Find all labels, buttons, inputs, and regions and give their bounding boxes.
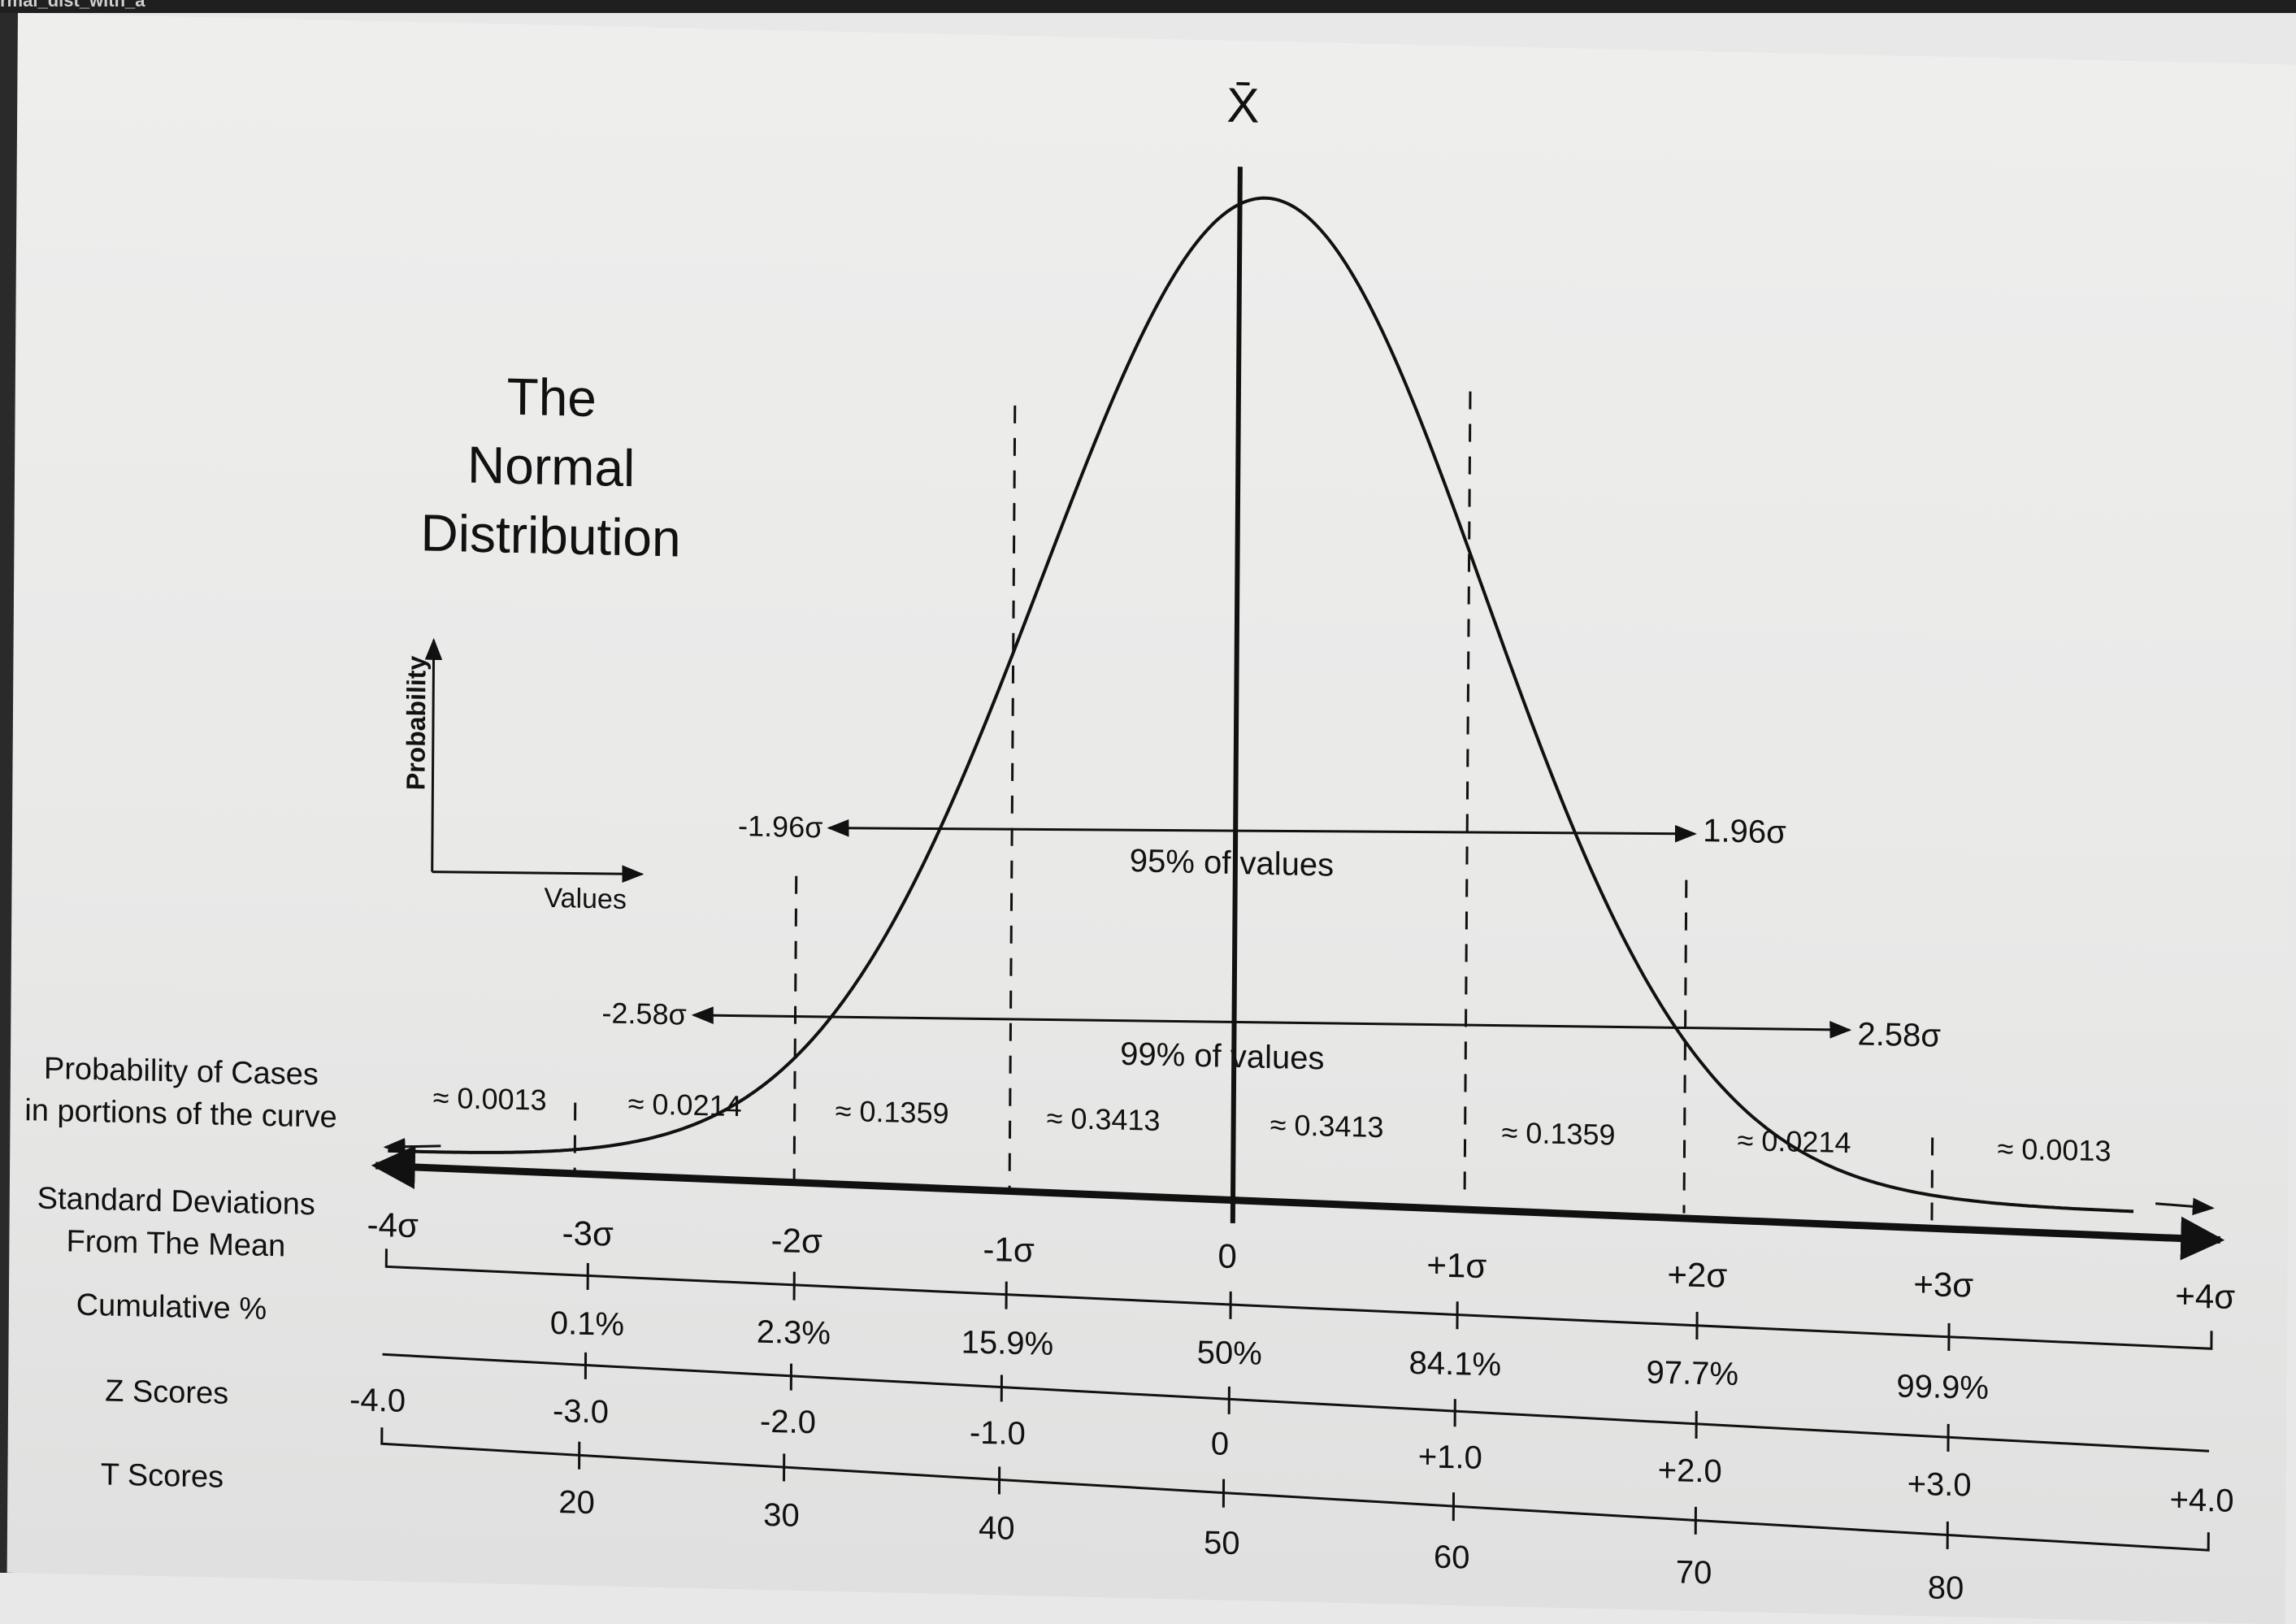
screen-area: X̄ The Normal Distribution Probability V… xyxy=(7,13,2296,1624)
portion-8: ≈ 0.0013 xyxy=(1997,1131,2111,1167)
prob-label-line-2: in portions of the curve xyxy=(24,1093,337,1135)
portion-1: ≈ 0.0013 xyxy=(433,1081,547,1117)
dashed-line-minus1 xyxy=(1009,406,1015,1194)
tail-arrow-right xyxy=(2155,1204,2212,1209)
cumulative-2: 2.3% xyxy=(757,1314,831,1352)
cumulative-1: 0.1% xyxy=(550,1305,624,1343)
z-value-6: +1.0 xyxy=(1418,1439,1482,1476)
sd-label-line-2: From The Mean xyxy=(67,1224,286,1263)
sigma-label-p2: +2σ xyxy=(1667,1255,1727,1295)
sigma-label-m1: -1σ xyxy=(983,1230,1035,1269)
sigma-label-p1: +1σ xyxy=(1426,1245,1487,1285)
dashed-line-plus2 xyxy=(1684,880,1686,1214)
dashed-line-minus2 xyxy=(794,876,796,1185)
portion-7: ≈ 0.0214 xyxy=(1737,1123,1851,1159)
inset-x-axis xyxy=(432,870,642,877)
t-value-3: 40 xyxy=(979,1510,1015,1547)
sigma-labels: -4σ -3σ -2σ -1σ 0 +1σ +2σ +3σ +4σ xyxy=(367,1205,2235,1316)
portion-3: ≈ 0.1359 xyxy=(836,1094,949,1130)
mean-symbol: X̄ xyxy=(1226,78,1259,133)
sigma-label-m4: -4σ xyxy=(367,1205,419,1244)
inset-x-label: Values xyxy=(544,883,627,915)
t-scores-label: T Scores xyxy=(101,1457,224,1494)
interval-99-left-label: -2.58σ xyxy=(601,996,687,1031)
monitor-bezel-top: rmal_dist_with_a xyxy=(0,0,2296,13)
z-value-2: -3.0 xyxy=(553,1393,609,1431)
cumulative-7: 99.9% xyxy=(1896,1368,1989,1406)
interval-99-right-label: 2.58σ xyxy=(1857,1016,1941,1053)
title-line-1: The xyxy=(506,367,597,428)
prob-label-line-1: Probability of Cases xyxy=(44,1052,319,1092)
z-value-7: +2.0 xyxy=(1658,1452,1722,1490)
portion-labels: ≈ 0.0013 ≈ 0.0214 ≈ 0.1359 ≈ 0.3413 ≈ 0.… xyxy=(432,1081,2111,1168)
interval-95-left-label: -1.96σ xyxy=(738,809,823,844)
window-tab-title: rmal_dist_with_a xyxy=(0,0,145,11)
portion-2: ≈ 0.0214 xyxy=(628,1087,742,1122)
sd-label-line-1: Standard Deviations xyxy=(37,1182,315,1222)
cumulative-label: Cumulative % xyxy=(76,1288,267,1327)
z-value-8: +3.0 xyxy=(1908,1466,1972,1504)
t-value-4: 50 xyxy=(1204,1525,1240,1561)
z-value-4: -1.0 xyxy=(970,1415,1026,1452)
dashed-line-plus3 xyxy=(1932,1137,1933,1227)
inset-y-label: Probability xyxy=(401,655,431,790)
portion-4: ≈ 0.3413 xyxy=(1047,1101,1161,1137)
sigma-label-0: 0 xyxy=(1217,1237,1237,1276)
interval-95-label: 95% of values xyxy=(1130,843,1335,884)
z-value-9: +4.0 xyxy=(2169,1482,2233,1519)
normal-distribution-diagram: X̄ The Normal Distribution Probability V… xyxy=(7,13,2296,1624)
title-line-2: Normal xyxy=(467,436,636,498)
t-value-1: 20 xyxy=(558,1484,595,1521)
z-value-1: -4.0 xyxy=(349,1382,406,1419)
portion-6: ≈ 0.1359 xyxy=(1501,1115,1615,1151)
title-line-3: Distribution xyxy=(420,503,681,567)
row-labels: Probability of Cases in portions of the … xyxy=(22,1051,337,1497)
interval-95: -1.96σ 1.96σ 95% of values xyxy=(738,791,1786,893)
interval-95-right-label: 1.96σ xyxy=(1703,813,1786,850)
interval-99-arrow xyxy=(694,1004,1850,1041)
interval-95-arrow xyxy=(829,814,1695,848)
sigma-label-p3: +3σ xyxy=(1913,1265,1973,1305)
cumulative-6: 97.7% xyxy=(1646,1355,1738,1393)
t-value-7: 80 xyxy=(1928,1570,1964,1606)
interval-99: -2.58σ 2.58σ 99% of values xyxy=(601,988,1941,1090)
cumulative-values: 0.1% 2.3% 15.9% 50% 84.1% 97.7% 99.9% xyxy=(549,1305,1989,1406)
sigma-label-p4: +4σ xyxy=(2175,1276,2235,1316)
z-value-3: -2.0 xyxy=(760,1404,816,1441)
sigma-label-m2: -2σ xyxy=(770,1221,822,1260)
cumulative-4: 50% xyxy=(1197,1335,1262,1372)
cumulative-3: 15.9% xyxy=(961,1324,1054,1362)
title-block: The Normal Distribution xyxy=(420,365,682,567)
inset-axes: Probability Values xyxy=(400,640,643,916)
interval-99-label: 99% of values xyxy=(1120,1036,1325,1077)
z-value-5: 0 xyxy=(1211,1426,1230,1461)
t-value-2: 30 xyxy=(763,1497,800,1534)
t-values: 20 30 40 50 60 70 80 xyxy=(558,1484,1964,1606)
z-scores-label: Z Scores xyxy=(105,1374,228,1410)
inset-y-axis xyxy=(432,640,434,872)
sd-axis-line xyxy=(375,1166,2220,1240)
sigma-label-m3: -3σ xyxy=(562,1214,614,1253)
tail-arrow-left xyxy=(385,1144,441,1149)
portion-5: ≈ 0.3413 xyxy=(1270,1108,1384,1144)
cumulative-5: 84.1% xyxy=(1408,1345,1501,1383)
t-value-5: 60 xyxy=(1434,1539,1470,1576)
dashed-line-plus1 xyxy=(1465,392,1470,1205)
